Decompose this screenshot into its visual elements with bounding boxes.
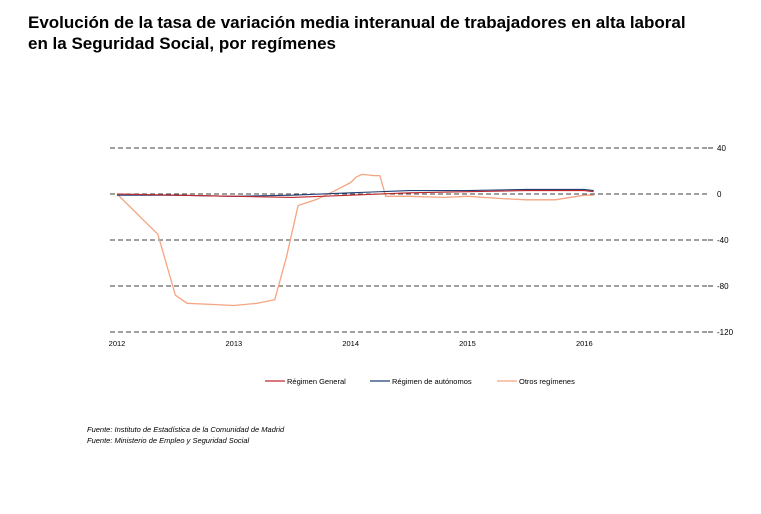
series-line-otros-reg-menes: [116, 173, 594, 307]
x-tick-label: 2016: [576, 339, 593, 348]
source-line-1: Fuente: Instituto de Estadística de la C…: [87, 425, 285, 434]
y-tick-label: -80: [717, 282, 729, 291]
chart-title: Evolución de la tasa de variación media …: [28, 12, 758, 54]
y-tick-label: 0: [717, 190, 722, 199]
y-axis-tick-labels: 40 0 -40 -80 -120: [717, 144, 734, 337]
x-tick-label: 2012: [109, 339, 126, 348]
chart-title-line-1: Evolución de la tasa de variación media …: [28, 13, 686, 32]
chart-title-line-2: en la Seguridad Social, por regímenes: [28, 34, 336, 53]
legend-label: Otros regímenes: [519, 377, 575, 386]
series-lines: [116, 173, 594, 307]
y-tick-label: -120: [717, 328, 734, 337]
y-tick-label: -40: [717, 236, 729, 245]
x-tick-label: 2015: [459, 339, 476, 348]
grid-lines: [110, 147, 713, 333]
x-axis-tick-labels: 2012 2013 2014 2015 2016: [109, 339, 593, 348]
y-tick-label: 40: [717, 144, 726, 153]
legend-label: Régimen de autónomos: [392, 377, 472, 386]
series-line-r-gimen-general: [116, 190, 594, 198]
sources: Fuente: Instituto de Estadística de la C…: [87, 424, 284, 446]
legend-label: Régimen General: [287, 377, 346, 386]
x-tick-label: 2014: [342, 339, 359, 348]
legend: Régimen General Régimen de autónomos Otros…: [265, 377, 575, 386]
x-tick-label: 2013: [225, 339, 242, 348]
source-line-2: Fuente: Ministerio de Empleo y Seguridad…: [87, 436, 250, 445]
